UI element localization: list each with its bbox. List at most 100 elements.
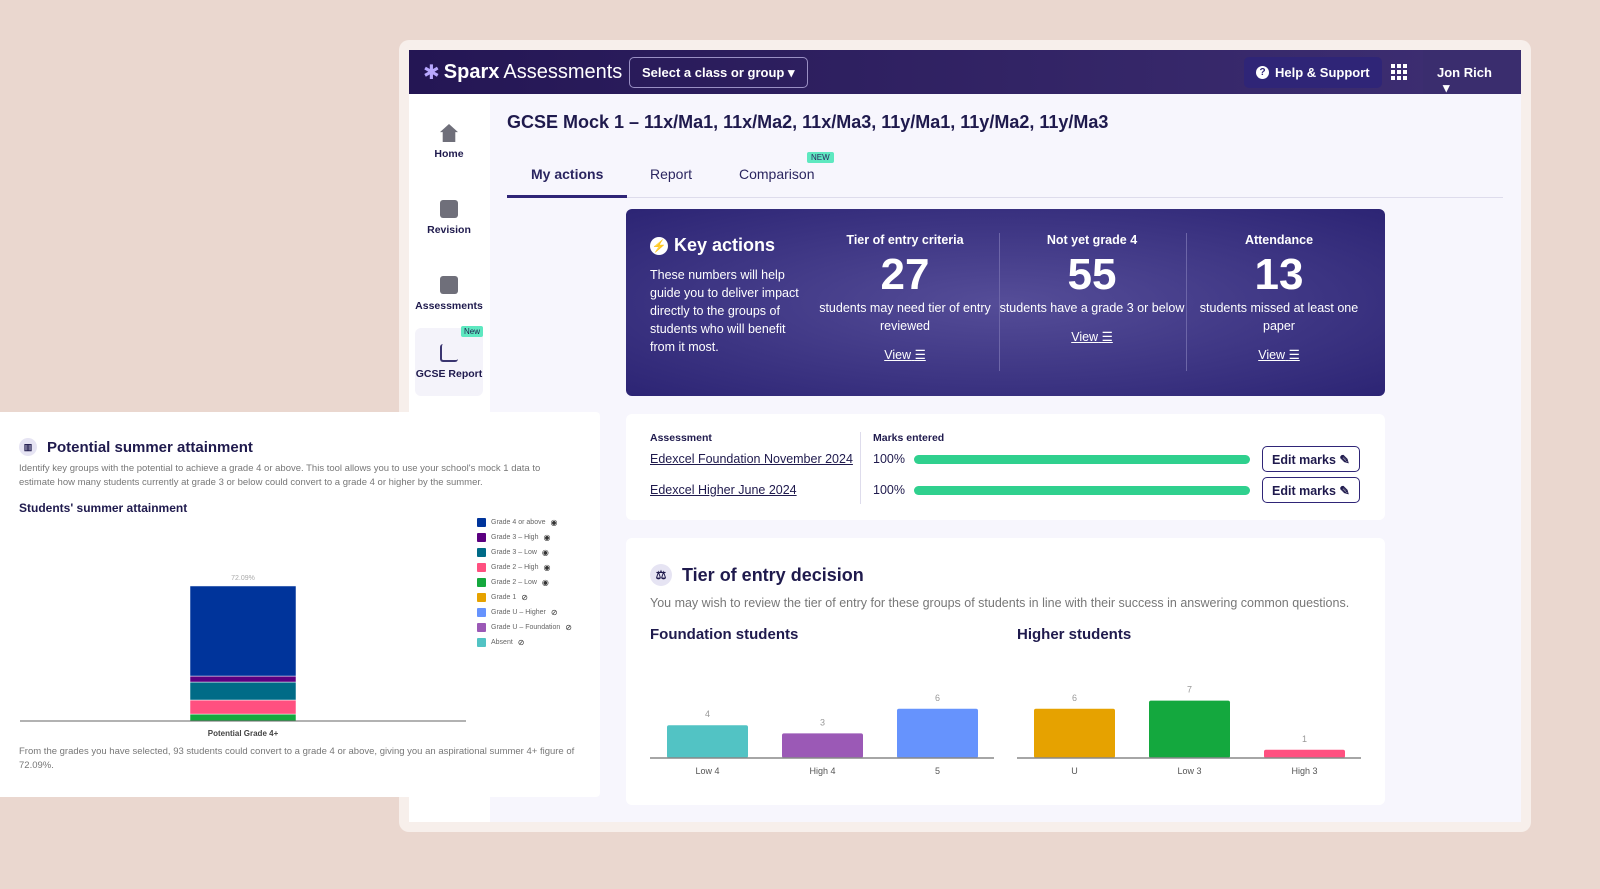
legend-item[interactable]: Grade U – Foundation ⊘ xyxy=(477,620,572,635)
eye-off-icon[interactable]: ⊘ xyxy=(521,593,528,602)
legend-swatch xyxy=(477,533,486,542)
tab-my-actions[interactable]: My actions xyxy=(531,166,604,182)
eye-icon[interactable]: ◉ xyxy=(541,578,549,587)
stacked-attainment-chart: 72.09% Potential Grade 4+ xyxy=(20,575,466,738)
key-actions-title: Key actions xyxy=(674,235,776,255)
edit-marks-button[interactable]: Edit marks ✎ xyxy=(1262,477,1360,503)
edit-marks-button[interactable]: Edit marks ✎ xyxy=(1262,446,1360,472)
stat-not-yet-grade-4: Not yet grade 4 55 students have a grade 3… xyxy=(998,233,1186,346)
stat-caption: students missed at least one paper xyxy=(1199,301,1359,333)
assessment-link[interactable]: Edexcel Foundation November 2024 xyxy=(650,452,853,466)
clipboard-icon xyxy=(440,200,458,218)
tier-of-entry-card: ⚖ Tier of entry decision You may wish to … xyxy=(626,538,1385,805)
divider xyxy=(1186,233,1187,371)
x-tick-label: Potential Grade 4+ xyxy=(208,729,279,738)
tab-comparison[interactable]: Comparison NEW xyxy=(739,152,834,182)
page-title: GCSE Mock 1 – 11x/Ma1, 11x/Ma2, 11x/Ma3,… xyxy=(507,112,1109,132)
data-label: 4 xyxy=(705,709,710,719)
legend-label: Grade 3 – Low xyxy=(491,549,537,556)
stat-heading: Not yet grade 4 xyxy=(1046,233,1138,247)
sidebar-item-assessments[interactable]: Assessments xyxy=(415,266,483,330)
view-link[interactable]: View ☰ xyxy=(1071,329,1113,344)
attainment-title: Potential summer attainment xyxy=(47,438,253,456)
class-select[interactable]: Select a class or group ▾ xyxy=(629,57,808,88)
legend-item[interactable]: Absent ⊘ xyxy=(477,635,572,650)
eye-icon[interactable]: ◉ xyxy=(543,533,551,542)
chart-title: Students' summer attainment xyxy=(19,501,188,515)
assessment-link[interactable]: Edexcel Higher June 2024 xyxy=(650,483,797,497)
eye-off-icon[interactable]: ⊘ xyxy=(517,638,525,647)
eye-icon[interactable]: ◉ xyxy=(541,548,549,557)
help-support-button[interactable]: ? Help & Support xyxy=(1244,57,1382,88)
pencil-icon: ✎ xyxy=(1339,453,1350,467)
attainment-description: Identify key groups with the potential t… xyxy=(19,463,541,488)
apps-grid-icon[interactable] xyxy=(1391,64,1407,80)
legend-item[interactable]: Grade 3 – High ◉ xyxy=(477,530,572,545)
x-tick-label: U xyxy=(1071,766,1078,776)
potential-summer-attainment-panel: ▥ Potential summer attainment Identify ke… xyxy=(0,412,600,797)
column-header-assessment: Assessment xyxy=(650,432,712,444)
stack-segment-grade-3-low xyxy=(189,681,297,701)
new-badge: NEW xyxy=(807,152,834,163)
view-label: View xyxy=(1071,330,1099,344)
caret-down-icon: ▾ xyxy=(1443,80,1450,95)
bar-low-3 xyxy=(1149,700,1230,758)
stat-heading: Attendance xyxy=(1244,233,1314,247)
bar-u xyxy=(1034,708,1115,758)
view-label: View xyxy=(1258,348,1286,362)
stat-tier-of-entry: Tier of entry criteria 27 students may nee… xyxy=(811,233,999,364)
legend-item[interactable]: Grade 2 – Low ◉ xyxy=(477,575,572,590)
scales-icon: ⚖ xyxy=(650,564,672,586)
x-tick-label: 5 xyxy=(935,766,940,776)
eye-off-icon[interactable]: ⊘ xyxy=(550,608,558,617)
stack-segment-grade-2-high xyxy=(189,699,297,715)
user-menu[interactable]: Jon Rich ▾ xyxy=(1423,50,1521,95)
edit-label: Edit marks xyxy=(1272,453,1336,467)
sidebar-label: GCSE Report xyxy=(415,368,483,380)
user-name: Jon Rich xyxy=(1437,65,1492,80)
sidebar-label: Home xyxy=(434,148,464,160)
new-badge: New xyxy=(460,326,483,337)
stack-segment-grade-4-or-above xyxy=(189,585,297,677)
eye-icon[interactable]: ◉ xyxy=(543,563,551,572)
data-label: 6 xyxy=(1072,693,1077,703)
x-tick-label: Low 3 xyxy=(1177,766,1201,776)
eye-off-icon[interactable]: ⊘ xyxy=(565,623,572,632)
legend-swatch xyxy=(477,518,486,527)
view-link[interactable]: View ☰ xyxy=(1258,347,1300,362)
bar-high-4 xyxy=(782,733,863,758)
sidebar-item-home[interactable]: Home xyxy=(415,114,483,178)
document-icon xyxy=(440,276,458,294)
legend-item[interactable]: Grade 2 – High ◉ xyxy=(477,560,572,575)
sidebar-item-revision[interactable]: Revision xyxy=(415,190,483,254)
sidebar-item-gcse-report[interactable]: New GCSE Report xyxy=(415,326,483,396)
logo[interactable]: ✱ Sparx Assessments xyxy=(423,60,622,85)
key-actions-heading: ⚡ Key actions xyxy=(650,235,775,256)
legend-item[interactable]: Grade 1 ⊘ xyxy=(477,590,572,605)
legend-label: Grade U – Higher xyxy=(491,609,546,616)
lightning-icon: ⚡ xyxy=(650,236,668,255)
legend-label: Grade 1 xyxy=(491,594,517,601)
legend-swatch xyxy=(477,593,486,602)
question-icon: ? xyxy=(1256,66,1269,79)
higher-chart-title: Higher students xyxy=(1017,626,1132,643)
stat-value: 27 xyxy=(880,250,930,299)
marks-progress-bar xyxy=(914,455,1250,464)
legend-item[interactable]: Grade 3 – Low ◉ xyxy=(477,545,572,560)
data-label: 1 xyxy=(1302,734,1307,744)
divider xyxy=(999,233,1000,371)
list-icon: ☰ xyxy=(914,348,926,362)
bar-high-3 xyxy=(1264,749,1345,758)
legend-item[interactable]: Grade U – Higher ⊘ xyxy=(477,605,572,620)
view-label: View xyxy=(884,348,912,362)
divider xyxy=(860,432,861,504)
data-label: 3 xyxy=(820,717,825,727)
legend-item[interactable]: Grade 4 or above ◉ xyxy=(477,515,572,530)
tab-report[interactable]: Report xyxy=(650,166,693,182)
stat-heading: Tier of entry criteria xyxy=(846,233,964,247)
view-link[interactable]: View ☰ xyxy=(884,347,926,362)
tab-label: Comparison xyxy=(739,166,815,182)
eye-icon[interactable]: ◉ xyxy=(550,518,558,527)
legend-swatch xyxy=(477,623,486,632)
total-label: 72.09% xyxy=(231,575,255,582)
